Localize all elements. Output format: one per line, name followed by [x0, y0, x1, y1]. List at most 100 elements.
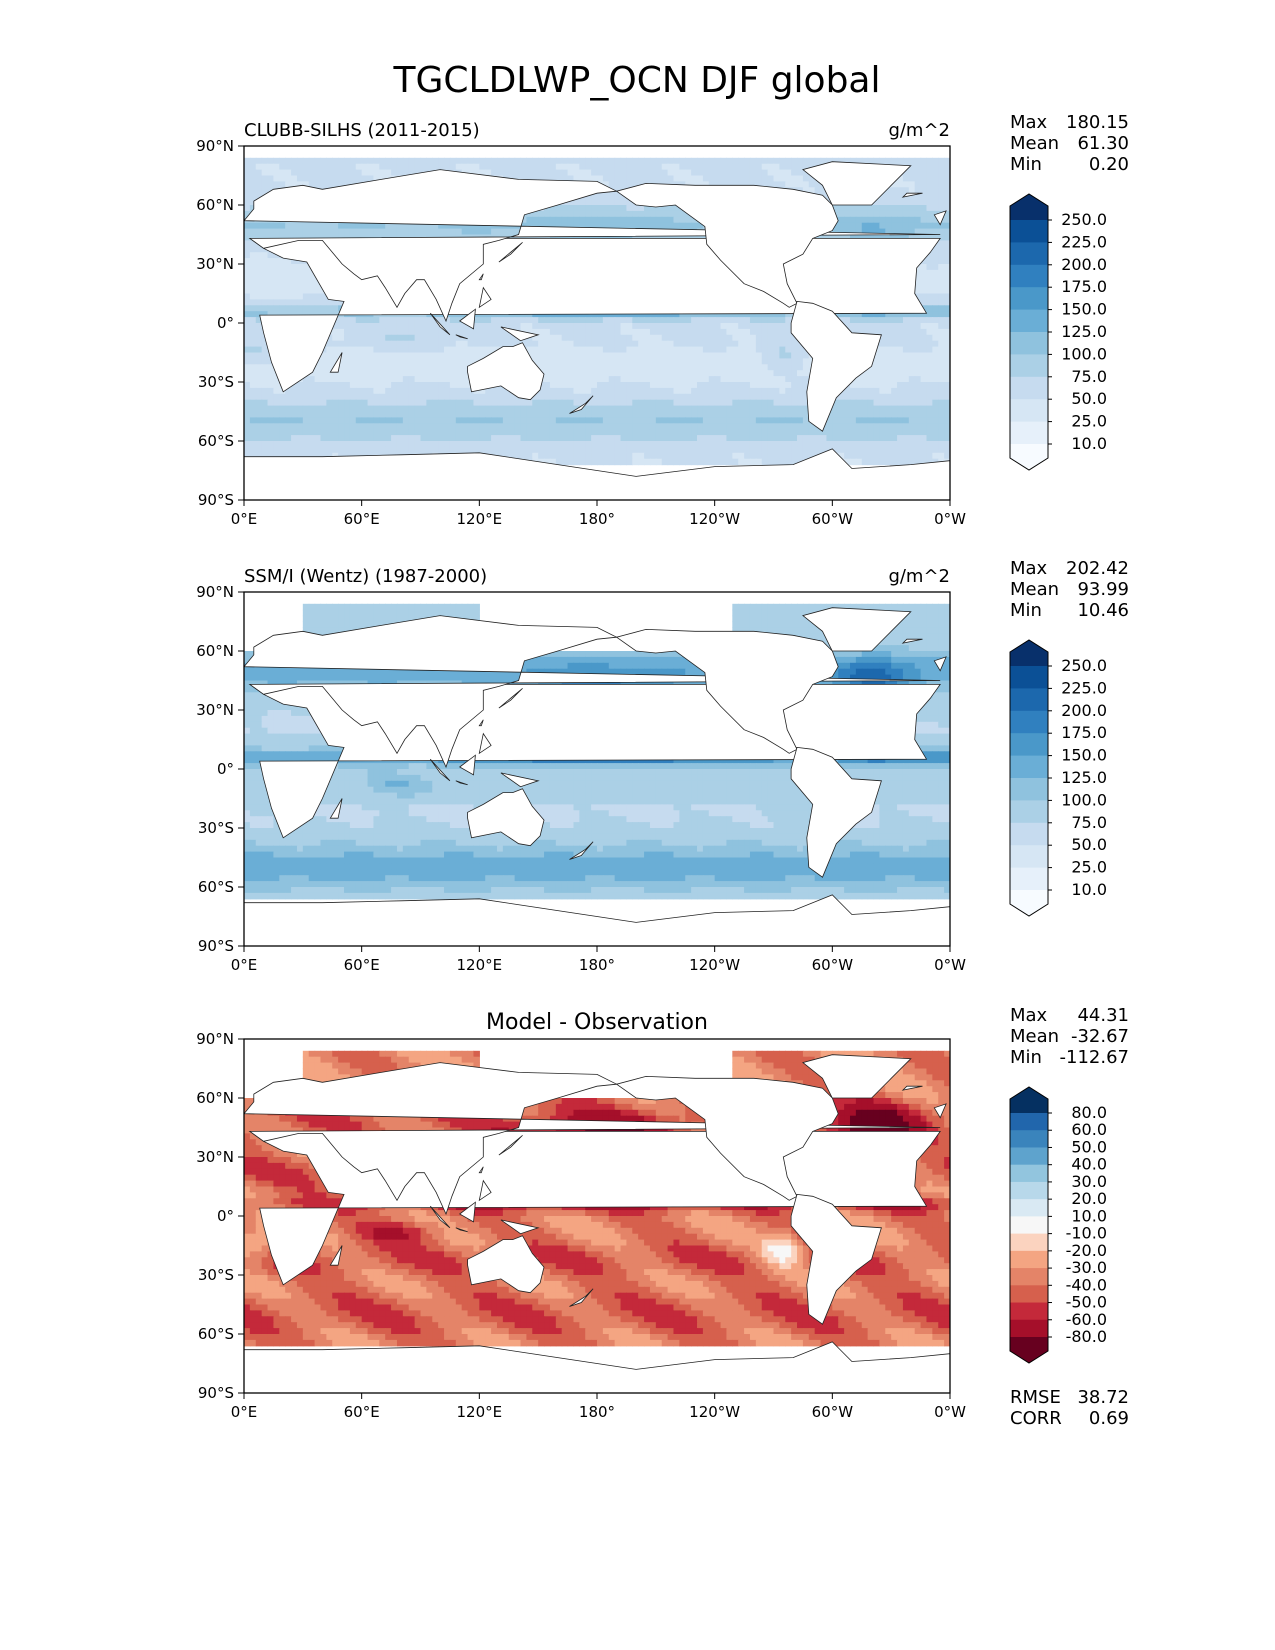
colorbar-tick-label: 50.0	[1071, 835, 1107, 854]
y-tick-label: 0°	[217, 1207, 234, 1225]
land-15	[933, 1103, 947, 1119]
y-tick-label: 60°S	[198, 878, 234, 896]
colorbar-tick-label: -20.0	[1066, 1241, 1107, 1260]
land-2	[615, 182, 839, 308]
colorbar-outline	[1009, 193, 1049, 471]
colorbar-segment	[1010, 354, 1048, 378]
colorbar-tick-label: 125.0	[1061, 768, 1107, 787]
colorbar-tick-label: -10.0	[1066, 1224, 1107, 1243]
x-tick-label: 0°E	[231, 1403, 258, 1421]
colorbar-tick-label: 100.0	[1061, 790, 1107, 809]
land-17	[478, 286, 492, 309]
colorbar-tick-label: 175.0	[1061, 723, 1107, 742]
panel-0: 0°E 60°E 120°E 180° 120°W 60°W 0°W 90°N 60°N 30°N…	[196, 112, 1129, 528]
colorbar: 10.0 25.0 50.0 75.0 100.0 125.0 150.0 175.0 200.…	[1009, 639, 1107, 917]
colorbar-tick-label: 10.0	[1071, 434, 1107, 453]
land-8	[455, 334, 468, 340]
stat-value: 180.15	[1066, 112, 1129, 133]
land-1	[244, 169, 941, 323]
x-tick-label: 60°W	[812, 956, 854, 974]
panel-units: g/m^2	[888, 120, 950, 141]
y-tick-label: 90°S	[198, 491, 234, 509]
colorbar-segment	[1010, 666, 1048, 689]
colorbar-segment	[1010, 242, 1048, 266]
colorbar-min-cap	[1010, 444, 1048, 470]
colorbar-tick-label: 150.0	[1061, 746, 1107, 765]
land-11	[498, 688, 523, 709]
land-12	[478, 273, 484, 281]
land-4	[467, 1235, 545, 1294]
y-tick-label: 30°N	[196, 701, 234, 719]
x-tick-label: 60°E	[344, 1403, 380, 1421]
colorbar-tick-label: 100.0	[1061, 344, 1107, 363]
colorbar-tick-label: 75.0	[1071, 367, 1107, 386]
land-5	[802, 607, 912, 652]
colorbar-segment	[1010, 421, 1048, 445]
y-tick-label: 90°S	[198, 1384, 234, 1402]
colorbar-max-cap	[1010, 640, 1048, 666]
stat-label: Min	[1010, 1047, 1042, 1068]
colorbar-tick-label: 250.0	[1061, 210, 1107, 229]
colorbar-segment	[1010, 220, 1048, 243]
x-tick-label: 0°W	[934, 510, 966, 528]
colorbar-tick-label: 200.0	[1061, 255, 1107, 274]
colorbar-segment	[1010, 1181, 1048, 1200]
stat-label: Mean	[1010, 1026, 1059, 1047]
y-tick-label: 30°N	[196, 255, 234, 273]
colorbar-tick-label: 200.0	[1061, 701, 1107, 720]
x-tick-label: 60°W	[812, 1403, 854, 1421]
missing-data-1	[1060, 883, 1068, 891]
panel-units: g/m^2	[888, 566, 950, 587]
land-14	[329, 798, 343, 819]
colorbar-segment	[1010, 332, 1048, 355]
land-7	[429, 312, 451, 336]
y-tick-label: 60°S	[198, 1325, 234, 1343]
stat-value: 0.20	[1089, 154, 1129, 175]
land-13	[569, 395, 594, 414]
land-10	[500, 772, 540, 788]
colorbar-segment	[1010, 376, 1048, 400]
stat-label: Mean	[1010, 133, 1059, 154]
colorbar-segment	[1010, 845, 1048, 869]
metric-value: 0.69	[1089, 1408, 1129, 1429]
colorbar-segment	[1010, 1233, 1048, 1252]
land-11	[498, 1135, 523, 1156]
land-3	[790, 746, 882, 878]
panels: 0°E 60°E 120°E 180° 120°W 60°W 0°W 90°N 60°N 30°N…	[196, 112, 1129, 1429]
land-1	[244, 615, 941, 769]
x-tick-label: 0°E	[231, 956, 258, 974]
land-14	[329, 1245, 343, 1266]
x-tick-label: 0°E	[231, 510, 258, 528]
colorbar-segment	[1010, 1250, 1048, 1269]
colorbar-tick-label: -60.0	[1066, 1310, 1107, 1329]
x-tick-label: 60°W	[812, 510, 854, 528]
land-17	[478, 1179, 492, 1202]
colorbar: -80.0-60.0-50.0-40.0-30.0-20.0-10.010.02…	[1009, 1086, 1107, 1364]
x-tick-label: 0°W	[934, 956, 966, 974]
land-7	[429, 758, 451, 782]
colorbar-segment	[1010, 1113, 1048, 1131]
land-13	[569, 1288, 594, 1307]
land-2	[615, 628, 839, 754]
land-10	[500, 1219, 540, 1235]
stat-label: Mean	[1010, 579, 1059, 600]
x-tick-label: 180°	[579, 1403, 615, 1421]
y-tick-label: 0°	[217, 314, 234, 332]
stat-value: 93.99	[1077, 579, 1129, 600]
colorbar-segment	[1010, 264, 1048, 288]
x-tick-label: 60°E	[344, 956, 380, 974]
stat-value: 10.46	[1077, 600, 1129, 621]
colorbar-tick-label: 75.0	[1071, 813, 1107, 832]
colorbar-segment	[1010, 1302, 1048, 1321]
colorbar-segment	[1010, 1268, 1048, 1286]
land-13	[569, 841, 594, 860]
land-4	[467, 788, 545, 847]
colorbar-segment	[1010, 1130, 1048, 1148]
y-tick-label: 30°S	[198, 373, 234, 391]
stat-value: 61.30	[1077, 133, 1129, 154]
y-tick-label: 90°N	[196, 1030, 234, 1048]
stat-value: 202.42	[1066, 558, 1129, 579]
colorbar-tick-label: 60.0	[1071, 1120, 1107, 1139]
land-10	[500, 326, 540, 342]
